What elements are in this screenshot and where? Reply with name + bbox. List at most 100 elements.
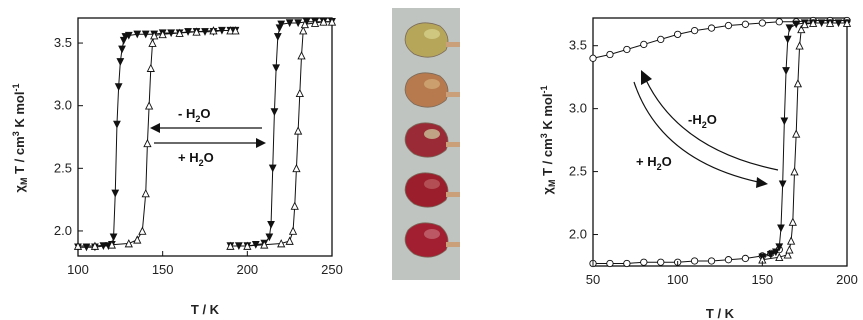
crystal-images	[404, 22, 460, 258]
right-y-tick-label: 2.5	[569, 164, 587, 179]
right-series-3-point	[825, 18, 835, 27]
right-series-2-point	[775, 243, 784, 252]
right-series-1-point	[640, 258, 648, 266]
right-series-1-point	[623, 259, 631, 268]
right-x-tick-label: 150	[751, 272, 773, 287]
crystal-highlight	[424, 179, 440, 189]
right-data-marks	[589, 16, 852, 268]
left-x-axis-label: T / K	[191, 302, 220, 317]
left-series-1-point	[226, 26, 235, 35]
left-y-axis-label: χM T / cm3 K mol-1	[11, 84, 29, 193]
left-y-tick-label: 2.5	[54, 160, 72, 175]
left-series-1-point	[209, 26, 218, 35]
right-y-tick-label: 3.0	[569, 101, 587, 116]
right-series-2-point	[783, 35, 792, 44]
left-series-3-point	[226, 241, 235, 250]
left-series-1-point	[90, 241, 100, 250]
left-series-3-point	[300, 19, 310, 29]
right-series-2-point	[792, 20, 801, 29]
left-series-1-point	[107, 240, 116, 249]
crystal-highlight	[424, 79, 440, 89]
right-series-3-point	[792, 129, 801, 138]
right-y-axis-label: χM T / cm3 K mol-1	[539, 86, 557, 195]
left-series-1-point	[231, 26, 240, 35]
right-series-3-point	[793, 79, 803, 88]
left-series-2-point	[285, 19, 294, 28]
left-hydration-arrow	[154, 138, 266, 148]
left-series-1-point	[192, 27, 201, 36]
left-ticks: 100 150 200 250 2.0 2.5 3.0 3.5	[54, 35, 343, 277]
left-series-0-point	[111, 189, 120, 198]
left-annotation-plus-water: + H2O	[178, 150, 214, 168]
right-series-3-point	[775, 252, 784, 262]
crystal-mount	[446, 242, 460, 247]
right-x-axis-label: T / K	[706, 306, 735, 320]
right-series-0-point	[589, 54, 597, 62]
left-series-1-line	[78, 30, 236, 247]
crystal-highlight	[424, 129, 440, 139]
right-series-0-point	[640, 40, 648, 49]
left-series-2-point	[294, 19, 303, 28]
right-y-tick-label: 3.5	[569, 38, 587, 53]
left-series-1-point	[158, 29, 167, 39]
right-series-3-point	[783, 250, 792, 259]
right-series-3-line	[762, 22, 847, 261]
left-x-tick-label: 250	[321, 262, 343, 277]
right-series-2-point	[782, 67, 790, 75]
left-series-2-point	[277, 20, 286, 29]
left-series-3-line	[230, 21, 332, 247]
right-annotation-plus-water: + H2O	[636, 154, 672, 172]
left-y-tick-label: 3.0	[54, 98, 72, 113]
right-ticks: 50 100 150 200 2.0 2.5 3.0 3.5	[569, 38, 858, 287]
right-series-3-point	[797, 24, 806, 34]
right-series-1-point	[690, 257, 699, 265]
left-series-1-point	[73, 241, 83, 250]
left-x-tick-label: 200	[236, 262, 258, 277]
right-series-2-point	[766, 250, 775, 259]
left-series-3-point	[327, 17, 337, 26]
crystal-mount	[446, 192, 460, 197]
left-series-0-point	[141, 30, 150, 39]
right-series-3-point	[786, 236, 796, 245]
right-series-0-point	[724, 21, 733, 30]
crystal-image	[404, 172, 449, 208]
left-chart: 100 150 200 250 2.0 2.5 3.0 3.5 T / K χM T / cm…	[11, 17, 343, 317]
right-chart: 50 100 150 200 2.0 2.5 3.0 3.5 T / K χM T / cm3…	[539, 16, 858, 320]
left-series-3-point	[295, 88, 304, 98]
left-series-2-point	[273, 33, 282, 41]
left-series-0-point	[113, 120, 121, 129]
crystal-highlight	[424, 29, 440, 39]
left-y-tick-label: 2.0	[54, 223, 72, 238]
right-x-tick-label: 50	[586, 272, 600, 287]
right-y-tick-label: 2.0	[569, 227, 587, 242]
left-series-2-point	[270, 108, 279, 117]
right-series-0-point	[674, 30, 682, 39]
right-series-1-point	[741, 254, 750, 263]
left-series-0-point	[124, 31, 133, 40]
left-series-3-point	[288, 226, 298, 235]
crystal-highlight	[424, 229, 440, 239]
crystal-mount	[446, 42, 460, 47]
right-series-0-point	[657, 35, 665, 44]
right-plot-frame	[592, 17, 848, 267]
right-series-1-point	[707, 257, 716, 265]
left-series-2-point	[272, 64, 281, 73]
right-annotation-minus-water: -H2O	[688, 112, 717, 130]
right-series-3-point	[790, 167, 799, 176]
right-series-2-point	[777, 224, 785, 233]
left-series-3-point	[319, 17, 328, 26]
right-series-0-point	[775, 18, 783, 26]
right-series-0-point	[707, 24, 716, 32]
left-series-1-point	[150, 31, 159, 40]
right-series-0-point	[758, 19, 766, 27]
left-series-1-point	[144, 101, 154, 110]
left-x-tick-label: 100	[67, 262, 89, 277]
left-series-1-point	[124, 239, 133, 248]
left-series-0-point	[118, 45, 126, 54]
left-series-0-point	[116, 58, 125, 66]
left-annotation-minus-water: - H2O	[178, 106, 210, 124]
left-series-3-point	[260, 240, 269, 249]
left-series-3-point	[285, 236, 294, 245]
left-series-1-point	[141, 188, 150, 198]
